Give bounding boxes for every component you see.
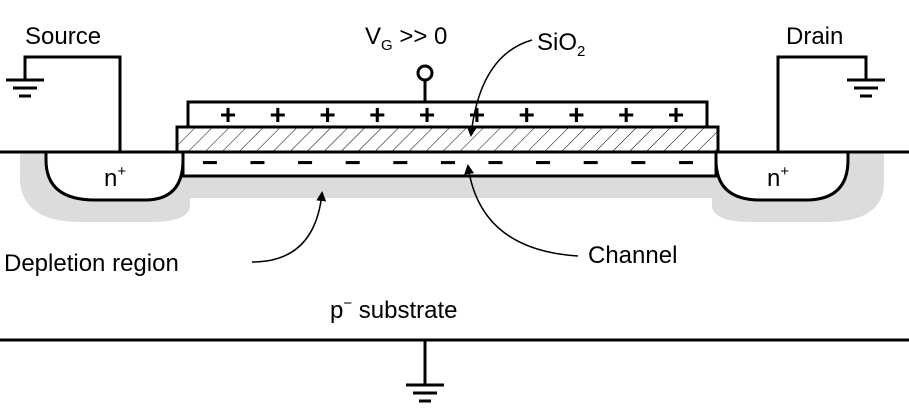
drain-ground-icon — [847, 78, 885, 98]
negative-charge: − — [345, 147, 361, 178]
negative-charge: − — [297, 147, 313, 178]
source-ground-icon — [6, 78, 44, 98]
positive-charge: + — [518, 99, 534, 130]
gate-voltage-label: VG >> 0 — [365, 23, 447, 54]
positive-charge: + — [568, 99, 584, 130]
negative-charge: − — [678, 147, 694, 178]
gate-electrode — [186, 100, 709, 129]
positive-charge: + — [220, 99, 236, 130]
drain-label: Drain — [786, 23, 843, 50]
negative-charge: − — [630, 147, 646, 178]
oxide-pointer-arrow — [466, 39, 533, 137]
n-plus-left-label: n+ — [104, 163, 126, 192]
n-plus-well-right — [714, 150, 850, 202]
positive-charge: + — [270, 99, 286, 130]
channel-label: Channel — [588, 242, 677, 269]
n-plus-right-label: n+ — [767, 163, 789, 192]
gate-charges: + + + + + + + + + + — [220, 99, 684, 130]
drain-wire — [776, 55, 868, 152]
oxide-label: SiO2 — [537, 29, 585, 60]
source-wire — [23, 55, 122, 152]
positive-charge: + — [668, 99, 684, 130]
gate-terminal — [416, 64, 434, 82]
negative-charge: − — [535, 147, 551, 178]
negative-charge: − — [392, 147, 408, 178]
positive-charge: + — [319, 99, 335, 130]
channel-charges: − − − − − − − − − − − — [202, 147, 694, 178]
source-label: Source — [25, 23, 101, 50]
positive-charge: + — [419, 99, 435, 130]
negative-charge: − — [583, 147, 599, 178]
negative-charge: − — [249, 147, 265, 178]
channel-pointer-arrow — [464, 164, 579, 257]
depletion-region-label: Depletion region — [4, 250, 179, 277]
negative-charge: − — [487, 147, 503, 178]
depletion-pointer-arrow — [251, 191, 327, 263]
negative-charge: − — [202, 147, 218, 178]
positive-charge: + — [369, 99, 385, 130]
substrate-ground-icon — [406, 383, 444, 403]
oxide-layer — [175, 125, 720, 154]
substrate-label: p− substrate — [330, 295, 458, 324]
positive-charge: + — [618, 99, 634, 130]
negative-charge: − — [440, 147, 456, 178]
